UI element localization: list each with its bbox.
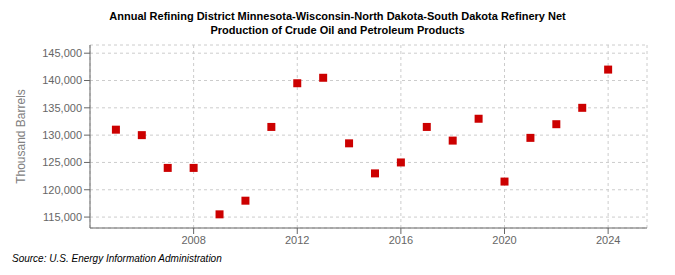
svg-text:2008: 2008 <box>181 234 205 246</box>
svg-text:145,000: 145,000 <box>42 47 82 59</box>
svg-text:120,000: 120,000 <box>42 184 82 196</box>
html-text:Production of Crude Oil and Pe: Production of Crude Oil and Petroleum Pr… <box>210 24 465 36</box>
svg-text:Thousand Barrels: Thousand Barrels <box>14 89 28 184</box>
svg-text:125,000: 125,000 <box>42 156 82 168</box>
svg-text:115,000: 115,000 <box>43 211 82 223</box>
svg-text:2012: 2012 <box>285 234 309 246</box>
html-text:Annual Refining District Minne: Annual Refining District Minnesota-Wisco… <box>109 10 566 22</box>
svg-text:2020: 2020 <box>492 234 516 246</box>
svg-text:135,000: 135,000 <box>42 102 82 114</box>
svg-text:140,000: 140,000 <box>42 74 82 86</box>
svg-text:130,000: 130,000 <box>42 129 82 141</box>
svg-text:2016: 2016 <box>389 234 413 246</box>
html-text:Source: U.S. Energy Informatio: Source: U.S. Energy Information Administ… <box>12 253 222 264</box>
svg-text:2024: 2024 <box>596 234 620 246</box>
